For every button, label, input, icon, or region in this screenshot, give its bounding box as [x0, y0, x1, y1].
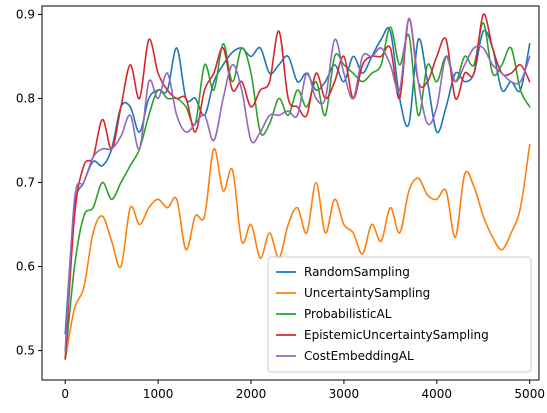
y-tick-label: 0.9 — [16, 7, 35, 21]
legend-label-randomsampling: RandomSampling — [304, 265, 410, 279]
legend-label-epistemicuncertaintysampling: EpistemicUncertaintySampling — [304, 328, 489, 342]
y-tick-label: 0.8 — [16, 91, 35, 105]
y-tick-label: 0.6 — [16, 260, 35, 274]
x-tick-label: 4000 — [422, 387, 453, 401]
y-tick-label: 0.7 — [16, 175, 35, 189]
legend-label-uncertaintysampling: UncertaintySampling — [304, 286, 430, 300]
axes-frame — [41, 5, 540, 381]
series-layer — [64, 13, 531, 360]
series-line-uncertaintysampling — [64, 143, 531, 360]
x-tick-label: 0 — [61, 387, 69, 401]
series-line-costembeddingal — [64, 17, 531, 352]
x-tick-label: 5000 — [514, 387, 545, 401]
series-line-epistemicuncertaintysampling — [64, 13, 531, 360]
x-tick-label: 1000 — [143, 387, 174, 401]
y-axis: 0.5 0.6 0.7 0.8 0.9 — [16, 7, 42, 358]
y-tick-label: 0.5 — [16, 344, 35, 358]
legend-box — [267, 256, 532, 373]
x-tick-label: 2000 — [236, 387, 267, 401]
x-axis: 0 1000 2000 3000 4000 5000 — [61, 380, 545, 401]
legend-label-costembeddingal: CostEmbeddingAL — [304, 349, 414, 363]
legend: RandomSampling UncertaintySampling Probabi… — [267, 256, 532, 373]
x-tick-label: 3000 — [329, 387, 360, 401]
legend-label-probabilistical: ProbabilisticAL — [304, 307, 392, 321]
series-line-randomsampling — [64, 26, 531, 335]
